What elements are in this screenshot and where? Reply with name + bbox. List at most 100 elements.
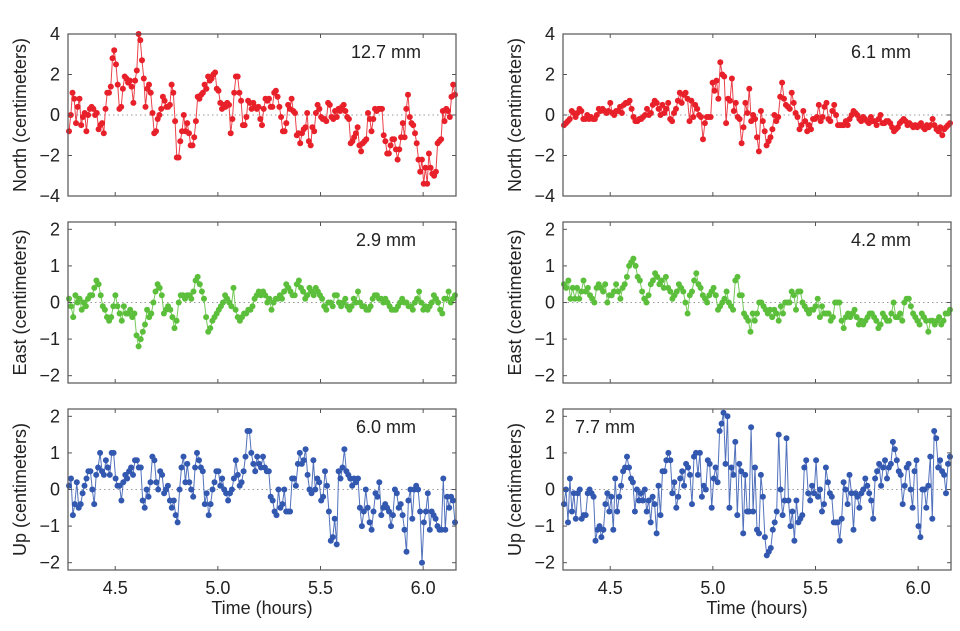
data-point xyxy=(266,295,273,302)
data-point xyxy=(156,112,163,118)
data-point xyxy=(897,471,904,478)
data-point xyxy=(278,114,285,120)
data-point xyxy=(697,284,704,291)
data-point xyxy=(649,277,656,284)
y-axis-label: North (centimeters) xyxy=(10,38,30,192)
data-point xyxy=(917,534,924,541)
data-point xyxy=(728,464,735,471)
data-point xyxy=(292,110,298,116)
data-point xyxy=(311,128,318,135)
data-point xyxy=(68,475,74,482)
data-point xyxy=(168,81,175,88)
data-point xyxy=(730,471,737,478)
data-point xyxy=(738,140,745,147)
data-point xyxy=(624,453,630,460)
data-point xyxy=(717,59,724,66)
data-point xyxy=(207,325,214,332)
data-point xyxy=(322,468,328,475)
data-point xyxy=(698,493,705,500)
data-point xyxy=(139,328,146,335)
data-point xyxy=(173,317,180,324)
y-tick-label: −1 xyxy=(534,516,555,536)
data-point xyxy=(184,120,191,127)
y-axis-label: East (centimeters) xyxy=(10,229,30,375)
data-point xyxy=(329,534,336,541)
data-point xyxy=(827,118,834,125)
data-point xyxy=(769,126,776,133)
data-point xyxy=(872,475,879,482)
data-point xyxy=(846,471,853,478)
y-axis-label: Up (centimeters) xyxy=(10,423,30,556)
data-point xyxy=(757,471,764,478)
data-point xyxy=(295,277,302,284)
data-point xyxy=(355,288,361,295)
x-axis-label: Time (hours) xyxy=(211,598,312,618)
data-point xyxy=(76,295,83,302)
data-point xyxy=(712,292,719,299)
data-point xyxy=(70,314,77,321)
data-point xyxy=(610,526,617,533)
data-point xyxy=(793,306,799,313)
data-point xyxy=(292,482,299,489)
data-point xyxy=(851,306,858,313)
data-point xyxy=(884,475,890,482)
y-tick-label: 2 xyxy=(50,65,60,85)
data-point xyxy=(645,497,652,504)
data-point xyxy=(744,110,751,116)
data-point xyxy=(145,493,152,500)
data-point xyxy=(943,490,949,497)
data-point xyxy=(923,504,930,511)
data-point xyxy=(757,108,764,114)
data-point xyxy=(829,314,836,321)
y-tick-label: 2 xyxy=(545,406,555,426)
data-point xyxy=(391,136,398,143)
data-point xyxy=(838,317,845,324)
data-point xyxy=(410,122,417,129)
data-point xyxy=(702,486,709,493)
data-point xyxy=(604,490,611,497)
data-point xyxy=(840,479,847,486)
data-point xyxy=(738,468,745,475)
data-point xyxy=(890,299,897,306)
data-point xyxy=(945,460,951,467)
data-point xyxy=(131,310,138,317)
panel-up-left: 4.5 5.0 5.5 6.0 2 1 0 −1 −2 Up (centimeters) 6.0 m… xyxy=(10,406,458,618)
y-tick-label: 0 xyxy=(50,105,60,125)
data-point xyxy=(418,299,425,306)
data-point xyxy=(387,142,394,149)
data-point xyxy=(331,515,338,522)
data-point xyxy=(678,99,685,106)
data-point xyxy=(226,101,232,108)
data-point xyxy=(228,303,235,310)
data-point xyxy=(441,118,448,125)
data-point xyxy=(342,108,349,114)
data-point xyxy=(771,519,778,526)
y-tick-label: −4 xyxy=(534,186,555,206)
data-point xyxy=(287,508,294,515)
data-point xyxy=(673,504,680,511)
data-point xyxy=(761,534,768,541)
data-point xyxy=(947,120,953,127)
data-point xyxy=(941,471,948,478)
data-point xyxy=(242,453,249,460)
data-point xyxy=(825,310,832,317)
data-point xyxy=(801,464,808,471)
data-point xyxy=(888,310,895,317)
data-point xyxy=(326,101,333,108)
data-point xyxy=(310,292,317,299)
data-point xyxy=(675,493,682,500)
data-point xyxy=(259,122,265,129)
data-point xyxy=(366,519,373,526)
data-point xyxy=(424,490,431,497)
data-point xyxy=(694,471,701,478)
data-point xyxy=(255,103,262,110)
data-point xyxy=(576,295,583,302)
data-point xyxy=(925,328,932,335)
data-point xyxy=(700,136,706,143)
data-point xyxy=(937,457,944,464)
data-point xyxy=(659,101,666,108)
data-point xyxy=(710,284,717,291)
data-point xyxy=(713,77,720,84)
data-point xyxy=(571,295,578,302)
data-point xyxy=(813,457,820,464)
